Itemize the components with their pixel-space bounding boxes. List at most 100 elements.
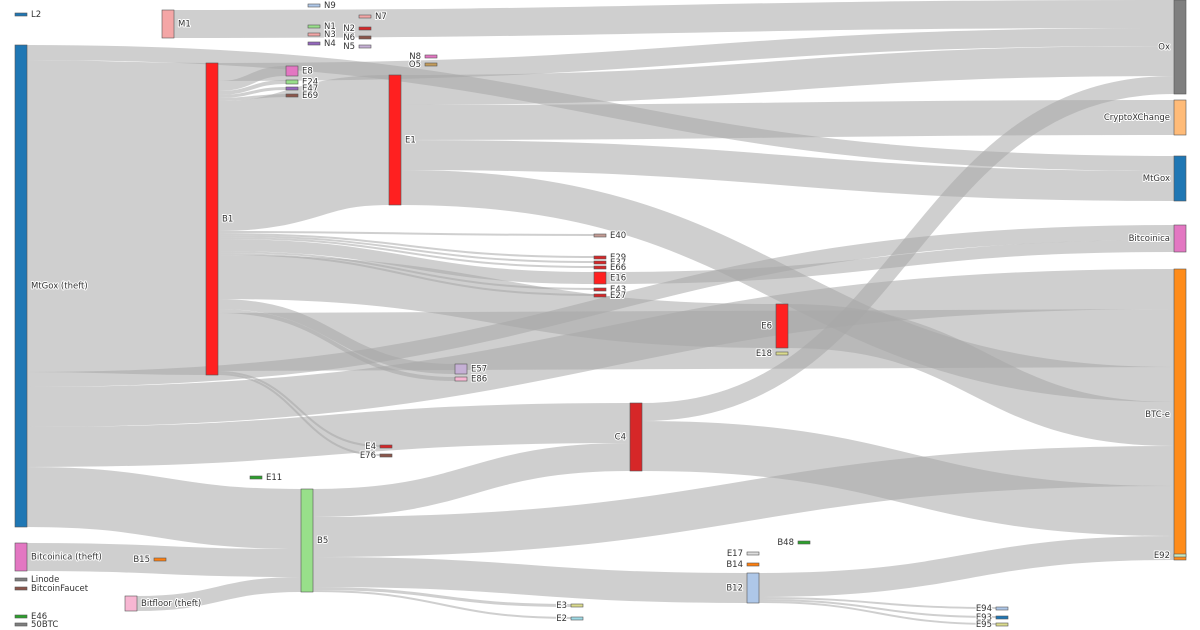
node-label: N8 — [409, 52, 421, 62]
flow-link — [312, 587, 572, 607]
node-label: 50BTC — [31, 620, 58, 630]
node-label: Bitcoinica (theft) — [31, 553, 102, 563]
node — [570, 603, 584, 608]
node — [153, 557, 167, 562]
node — [1173, 99, 1187, 136]
flow-link — [312, 590, 572, 619]
node-label: N7 — [375, 12, 387, 22]
node-label: E18 — [756, 349, 772, 359]
node-label: B1 — [222, 215, 233, 225]
flow-link — [217, 28, 1175, 81]
node — [593, 271, 607, 285]
node-label: BTC-e — [1145, 410, 1170, 420]
node — [307, 24, 321, 29]
node-label: Ox — [1158, 43, 1170, 53]
node — [1173, 155, 1187, 202]
node — [593, 233, 607, 238]
node-label: M1 — [178, 20, 191, 30]
flow-link — [136, 577, 302, 611]
node-label: CryptoXChange — [1104, 113, 1170, 123]
node — [300, 488, 314, 593]
node-label: E8 — [302, 67, 313, 77]
node — [307, 41, 321, 46]
node — [995, 615, 1009, 620]
node-label: BitcoinFaucet — [31, 584, 89, 594]
flow-link — [217, 239, 595, 284]
node-label: N2 — [343, 24, 355, 34]
node-label: N4 — [324, 39, 336, 49]
node-label: N5 — [343, 42, 355, 52]
node — [358, 26, 372, 31]
node — [358, 35, 372, 40]
node — [1173, 553, 1187, 558]
node-label: MtGox (theft) — [31, 282, 88, 292]
node — [1173, 0, 1187, 95]
node-label: E29 — [610, 253, 626, 263]
node — [14, 586, 28, 591]
flow-link — [641, 76, 1175, 421]
node-label: E47 — [302, 84, 318, 94]
node — [424, 62, 438, 67]
node — [593, 287, 607, 292]
node-label: N6 — [343, 33, 355, 43]
flow-link — [217, 231, 595, 236]
node-label: E66 — [610, 263, 626, 273]
node — [629, 402, 643, 472]
node-label: E94 — [976, 604, 992, 614]
flow-link — [217, 87, 287, 98]
flow-link — [217, 233, 595, 258]
node-label: E6 — [761, 322, 772, 332]
node — [14, 542, 28, 572]
node — [797, 540, 811, 545]
node-label: E76 — [360, 451, 376, 461]
node — [14, 577, 28, 582]
flow-link — [312, 446, 1175, 557]
node — [388, 74, 402, 206]
node — [14, 12, 28, 17]
node-label: E1 — [405, 136, 416, 146]
node — [14, 622, 28, 627]
node — [161, 9, 175, 39]
node — [124, 595, 138, 612]
node — [307, 3, 321, 8]
node-label: B14 — [726, 560, 743, 570]
node — [593, 260, 607, 265]
node — [285, 86, 299, 91]
node — [285, 93, 299, 98]
flow-link — [758, 536, 1175, 597]
node-label: O5 — [409, 60, 421, 70]
node — [205, 62, 219, 376]
node-label: C4 — [615, 433, 626, 443]
flow-link — [758, 601, 997, 625]
node — [995, 622, 1009, 627]
flow-link — [217, 373, 381, 456]
node-label: E4 — [365, 442, 376, 452]
node — [379, 444, 393, 449]
flow-link — [217, 66, 287, 91]
node — [1173, 268, 1187, 561]
flow-link — [641, 421, 1175, 536]
node-label: E16 — [610, 274, 626, 284]
node — [14, 44, 28, 528]
flow-link — [400, 46, 1175, 105]
node-label: E3 — [556, 601, 567, 611]
flow-link — [400, 170, 1175, 402]
flow-link — [312, 557, 748, 603]
node-label: E57 — [471, 365, 487, 375]
flow-link — [26, 467, 302, 549]
node-label: N1 — [324, 22, 336, 32]
node — [358, 14, 372, 19]
node-label: Bitcoinica — [1129, 234, 1170, 244]
node — [746, 572, 760, 604]
node-label: E17 — [727, 549, 743, 559]
node-label: E86 — [471, 375, 487, 385]
node — [746, 551, 760, 556]
node-label: E46 — [31, 612, 47, 622]
node-label: B5 — [317, 536, 328, 546]
node-label: Bitfloor (theft) — [141, 599, 201, 609]
links — [26, 0, 1175, 625]
node-label: N9 — [324, 1, 336, 11]
node-label: E24 — [302, 78, 318, 88]
flow-link — [758, 597, 997, 609]
